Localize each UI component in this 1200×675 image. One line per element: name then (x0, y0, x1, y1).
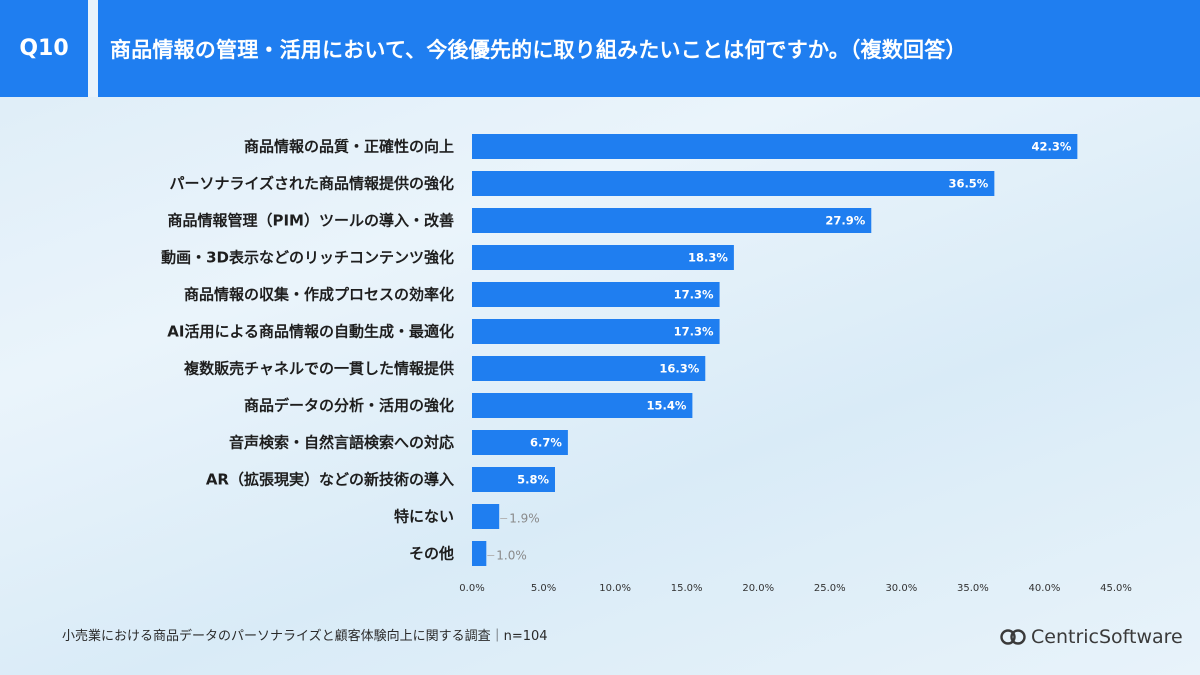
bar (472, 282, 720, 307)
bar (472, 356, 706, 381)
category-label: 商品情報の収集・作成プロセスの効率化 (184, 286, 454, 304)
x-tick-label: 5.0% (531, 583, 556, 594)
bar (472, 393, 693, 418)
category-label: 音声検索・自然言語検索への対応 (229, 434, 454, 452)
x-tick-label: 10.0% (599, 583, 631, 594)
survey-footnote: 小売業における商品データのパーソナライズと顧客体験向上に関する調査｜n=104 (62, 629, 548, 644)
x-tick-label: 45.0% (1100, 583, 1132, 594)
category-label: 商品情報の品質・正確性の向上 (244, 138, 454, 156)
data-label: 1.9% (509, 512, 540, 526)
centric-software-logo: CentricSoftware (1000, 626, 1183, 648)
category-label: 商品データの分析・活用の強化 (244, 397, 454, 415)
bar (472, 319, 720, 344)
x-tick-label: 40.0% (1029, 583, 1061, 594)
data-label: 5.8% (517, 473, 549, 487)
bar (472, 208, 872, 233)
x-tick-label: 25.0% (814, 583, 846, 594)
x-tick-label: 0.0% (459, 583, 484, 594)
data-label: 42.3% (1031, 140, 1071, 154)
centric-logo-icon (1000, 629, 1026, 645)
data-label: 6.7% (530, 436, 562, 450)
category-label: 複数販売チャネルでの一貫した情報提供 (183, 360, 454, 378)
category-label: AI活用による商品情報の自動生成・最適化 (167, 323, 454, 341)
category-label: その他 (409, 545, 454, 563)
category-label: 商品情報管理（PIM）ツールの導入・改善 (167, 212, 454, 230)
category-label: 動画・3D表示などのリッチコンテンツ強化 (161, 249, 454, 267)
data-label: 27.9% (825, 214, 865, 228)
data-label: 17.3% (674, 288, 714, 302)
bar (472, 504, 500, 529)
header-bar (0, 0, 1200, 97)
page-title: 商品情報の管理・活用において、今後優先的に取り組みたいことは何ですか。（複数回答… (110, 37, 967, 62)
data-label: 16.3% (659, 362, 699, 376)
data-label: 17.3% (674, 325, 714, 339)
x-tick-label: 30.0% (885, 583, 917, 594)
bar-chart: 商品情報の品質・正確性の向上 42.3% パーソナライズされた商品情報提供の強化 36… (161, 134, 1132, 594)
category-label: パーソナライズされた商品情報提供の強化 (169, 175, 454, 193)
bar (472, 134, 1078, 159)
category-label: AR（拡張現実）などの新技術の導入 (206, 471, 454, 489)
data-label: 1.0% (496, 549, 527, 563)
x-tick-label: 15.0% (671, 583, 703, 594)
header-divider (88, 0, 98, 97)
bar (472, 467, 556, 492)
data-label: 15.4% (646, 399, 686, 413)
bar (472, 541, 487, 566)
data-label: 36.5% (948, 177, 988, 191)
category-label: 特にない (394, 508, 454, 526)
bar (472, 245, 734, 270)
x-tick-label: 35.0% (957, 583, 989, 594)
logo-text: CentricSoftware (1031, 626, 1183, 648)
bar (472, 171, 995, 196)
x-tick-label: 20.0% (742, 583, 774, 594)
question-number: Q10 (0, 0, 88, 97)
data-label: 18.3% (688, 251, 728, 265)
bar (472, 430, 568, 455)
